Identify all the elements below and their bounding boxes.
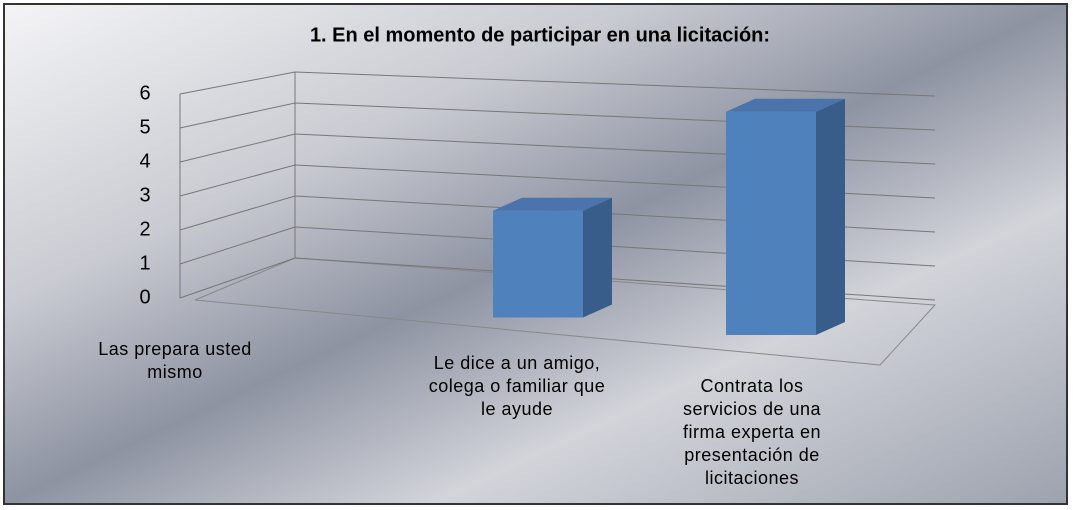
y-tick-label: 4 bbox=[139, 150, 150, 172]
x-tick-label: Le dice a un amigo, colega o familiar qu… bbox=[428, 353, 606, 419]
y-tick-label: 1 bbox=[139, 252, 150, 274]
y-tick-label: 6 bbox=[139, 82, 150, 104]
bar bbox=[493, 197, 612, 318]
y-tick-label: 5 bbox=[139, 116, 150, 138]
y-tick-label: 3 bbox=[139, 184, 150, 206]
x-tick-label: Las prepara usted mismo bbox=[98, 339, 252, 382]
bar-front bbox=[493, 210, 583, 318]
y-tick-label: 2 bbox=[139, 218, 150, 240]
bar bbox=[726, 98, 845, 335]
bar-front bbox=[726, 111, 816, 335]
x-tick-label: Contrata los servicios de una firma expe… bbox=[682, 376, 822, 488]
bar-side bbox=[583, 197, 612, 318]
bar-top bbox=[493, 197, 612, 211]
y-tick-label: 0 bbox=[139, 286, 150, 308]
bar-top bbox=[726, 98, 845, 112]
chart-title: 1. En el momento de participar en una li… bbox=[310, 24, 770, 46]
bar-side bbox=[816, 98, 845, 335]
floor bbox=[194, 257, 937, 366]
